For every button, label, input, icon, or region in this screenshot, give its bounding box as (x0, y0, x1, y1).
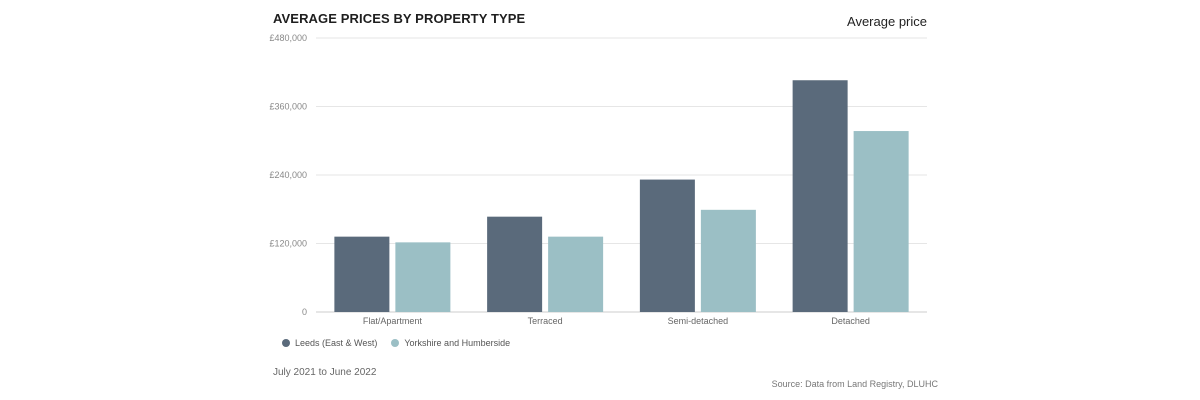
legend-label-series-2: Yorkshire and Humberside (404, 338, 511, 348)
y-tick-label: 0 (302, 307, 307, 317)
legend: Leeds (East & West) Yorkshire and Humber… (282, 338, 510, 348)
bars (334, 80, 909, 312)
y-tick-label: £480,000 (269, 33, 307, 43)
bar-2[interactable] (548, 236, 604, 312)
y-tick-label: £240,000 (269, 170, 307, 180)
bar-1[interactable] (334, 236, 390, 312)
bar-1[interactable] (487, 216, 543, 312)
source-note: Source: Data from Land Registry, DLUHC (771, 379, 938, 389)
chart-title: AVERAGE PRICES BY PROPERTY TYPE (273, 11, 526, 26)
legend-swatch-series-2 (391, 339, 400, 347)
legend-item-series-2[interactable]: Yorkshire and Humberside (391, 338, 510, 348)
bar-1[interactable] (639, 179, 695, 312)
x-tick-label: Semi-detached (668, 316, 729, 326)
period-note: July 2021 to June 2022 (273, 367, 377, 378)
bar-1[interactable] (792, 80, 848, 312)
x-tick-label: Flat/Apartment (363, 316, 423, 326)
y-axis-ticks: 0 £120,000 £240,000 £360,000 £480,000 (269, 33, 307, 317)
y-tick-label: £360,000 (269, 102, 307, 112)
bar-2[interactable] (700, 209, 756, 312)
y-tick-label: £120,000 (269, 239, 307, 249)
legend-swatch-series-1 (282, 339, 290, 347)
bar-2[interactable] (395, 242, 451, 312)
legend-label-series-1: Leeds (East & West) (295, 338, 378, 348)
x-tick-label: Detached (831, 316, 870, 326)
x-axis-ticks: Flat/Apartment Terraced Semi-detached Detac… (363, 316, 870, 326)
metric-label: Average price (847, 14, 927, 29)
bar-2[interactable] (853, 131, 909, 312)
x-tick-label: Terraced (528, 316, 563, 326)
legend-item-series-1[interactable]: Leeds (East & West) (282, 338, 377, 348)
